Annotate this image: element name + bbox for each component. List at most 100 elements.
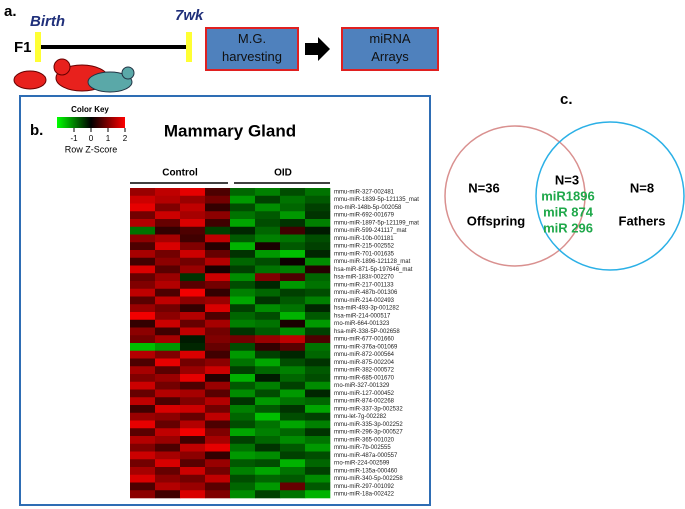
heatmap-cell <box>280 195 306 204</box>
heatmap-cell <box>205 350 231 359</box>
heatmap-cell <box>305 273 331 282</box>
row-label: mmu-miR-487b-001306 <box>334 290 398 296</box>
heatmap-cell <box>180 265 206 274</box>
heatmap-cell <box>180 281 206 290</box>
heatmap-cell <box>130 343 156 352</box>
group-label: Control <box>162 168 198 179</box>
heatmap-cell <box>205 443 231 452</box>
heatmap-cell <box>180 343 206 352</box>
row-label: mmu-miR-382-000572 <box>334 368 395 374</box>
heatmap-cell <box>305 242 331 251</box>
heatmap-cell <box>230 257 256 266</box>
row-label: mmu-miR-1896-121128_mat <box>334 259 411 265</box>
heatmap-cell <box>130 381 156 390</box>
heatmap-cell <box>180 188 206 197</box>
heatmap-cell <box>255 350 281 359</box>
heatmap-cell <box>130 265 156 274</box>
heatmap-cell <box>255 242 281 251</box>
heatmap-cell <box>305 304 331 313</box>
heatmap-cell <box>155 304 181 313</box>
heatmap-cell <box>205 490 231 499</box>
heatmap-cell <box>180 250 206 259</box>
heatmap-cell <box>280 219 306 228</box>
heatmap-cell <box>305 443 331 452</box>
heatmap-cell <box>130 366 156 375</box>
heatmap-cell <box>305 226 331 235</box>
row-label: rno-miR-148b-5p-002058 <box>334 205 402 211</box>
row-label: mmu-miR-685-001670 <box>334 375 395 381</box>
heatmap-cell <box>205 203 231 212</box>
heatmap-cell <box>280 250 306 259</box>
heatmap-cell <box>305 436 331 445</box>
heatmap-cell <box>255 219 281 228</box>
row-label: mmu-miR-135a-000460 <box>334 468 398 474</box>
heatmap-cell <box>130 226 156 235</box>
heatmap-cell <box>180 211 206 220</box>
group-label: OID <box>274 168 292 179</box>
heatmap-cell <box>155 319 181 328</box>
heatmap-cell <box>255 436 281 445</box>
panel-c: c. N=36 Offspring N=3 miR1896 miR 874 mi… <box>444 91 685 271</box>
heatmap-cell <box>130 188 156 197</box>
heatmap-cell <box>180 335 206 344</box>
heatmap-cell <box>130 420 156 429</box>
heatmap-cell <box>205 327 231 336</box>
heatmap-cell <box>180 312 206 321</box>
heatmap-cell <box>230 374 256 383</box>
row-label: mmu-miR-1839-5p-121135_mat <box>334 197 419 203</box>
heatmap-cell <box>305 203 331 212</box>
heatmap-cell <box>305 257 331 266</box>
heatmap-cell <box>155 296 181 305</box>
heatmap-cell <box>155 335 181 344</box>
heatmap-cell <box>255 343 281 352</box>
heatmap-cell <box>280 350 306 359</box>
heatmap-cell <box>280 405 306 414</box>
heatmap-cell <box>205 474 231 483</box>
row-label: mmu-miR-337-3p-002532 <box>334 406 403 412</box>
heatmap-cell <box>305 374 331 383</box>
heatmap-cell <box>155 420 181 429</box>
heatmap-cell <box>280 490 306 499</box>
row-label: mmu-miR-701-001635 <box>334 251 395 257</box>
heatmap-cell <box>155 203 181 212</box>
harvest-text: M.G. harvesting <box>222 31 282 64</box>
heatmap-cell <box>180 482 206 491</box>
heatmap-cell <box>255 312 281 321</box>
heatmap-cell <box>280 436 306 445</box>
heatmap-cell <box>280 257 306 266</box>
row-label: hsa-miR-183#-002270 <box>334 275 394 281</box>
row-label: mmu-miR-340-5p-002258 <box>334 476 403 482</box>
heatmap-cell <box>280 288 306 297</box>
heatmap-cell <box>255 389 281 398</box>
heatmap-cell <box>280 203 306 212</box>
panel-label: a. <box>4 3 17 20</box>
heatmap-cell <box>255 358 281 367</box>
heatmap-cell <box>230 281 256 290</box>
heatmap-cell <box>230 327 256 336</box>
heatmap-cell <box>230 296 256 305</box>
row-label: mmu-miR-7b-002555 <box>334 445 391 451</box>
heatmap-cell <box>180 203 206 212</box>
row-label: hsa-miR-338-5P-002658 <box>334 329 400 335</box>
heatmap-cell <box>130 436 156 445</box>
heatmap-cell <box>130 467 156 476</box>
heatmap-cell <box>155 250 181 259</box>
heatmap-cell <box>280 374 306 383</box>
color-key-title: Color Key <box>71 105 109 114</box>
heatmap-cell <box>255 374 281 383</box>
heatmap-cell <box>130 374 156 383</box>
heatmap-cell <box>205 451 231 460</box>
heatmap-cell <box>305 327 331 336</box>
heatmap-cell <box>130 451 156 460</box>
heatmap-cell <box>155 350 181 359</box>
heatmap-cell <box>255 443 281 452</box>
heatmap-cell <box>255 281 281 290</box>
heatmap-cell <box>130 412 156 421</box>
row-label: rno-miR-664-001323 <box>334 321 390 327</box>
row-label: mmu-miR-872-000564 <box>334 352 395 358</box>
heatmap-cell <box>255 288 281 297</box>
heatmap-cell <box>230 304 256 313</box>
key-tick-label: 0 <box>89 134 94 143</box>
heatmap-cell <box>205 312 231 321</box>
heatmap-cell <box>280 474 306 483</box>
